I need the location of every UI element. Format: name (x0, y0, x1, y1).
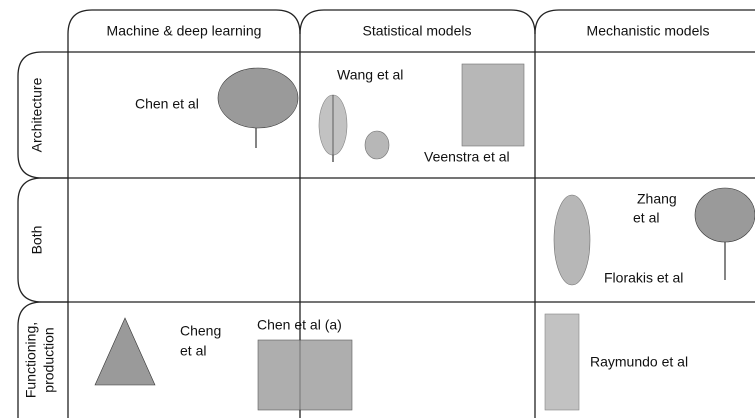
cell-label: Veenstra et al (424, 149, 510, 165)
grid (17, 9, 755, 418)
row-header: Functioning, (23, 322, 39, 398)
cell-label: Wang et al (337, 67, 403, 83)
cell-label: Florakis et al (604, 270, 683, 286)
column-header: Mechanistic models (587, 23, 710, 39)
row-header: production (41, 327, 57, 392)
cell-label: Raymundo et al (590, 354, 688, 370)
plant-illustrations (94, 63, 755, 411)
row-header: Both (29, 226, 45, 255)
row-header: Architecture (29, 77, 45, 152)
cell-label: Zhang (637, 191, 677, 207)
column-header: Statistical models (363, 23, 472, 39)
column-header: Machine & deep learning (107, 23, 262, 39)
cell-label: et al (633, 210, 659, 226)
cell-label: Cheng (180, 323, 221, 339)
cell-label: Chen et al (a) (257, 317, 342, 333)
cell-label: Chen et al (135, 96, 199, 112)
cell-label: et al (180, 343, 206, 359)
